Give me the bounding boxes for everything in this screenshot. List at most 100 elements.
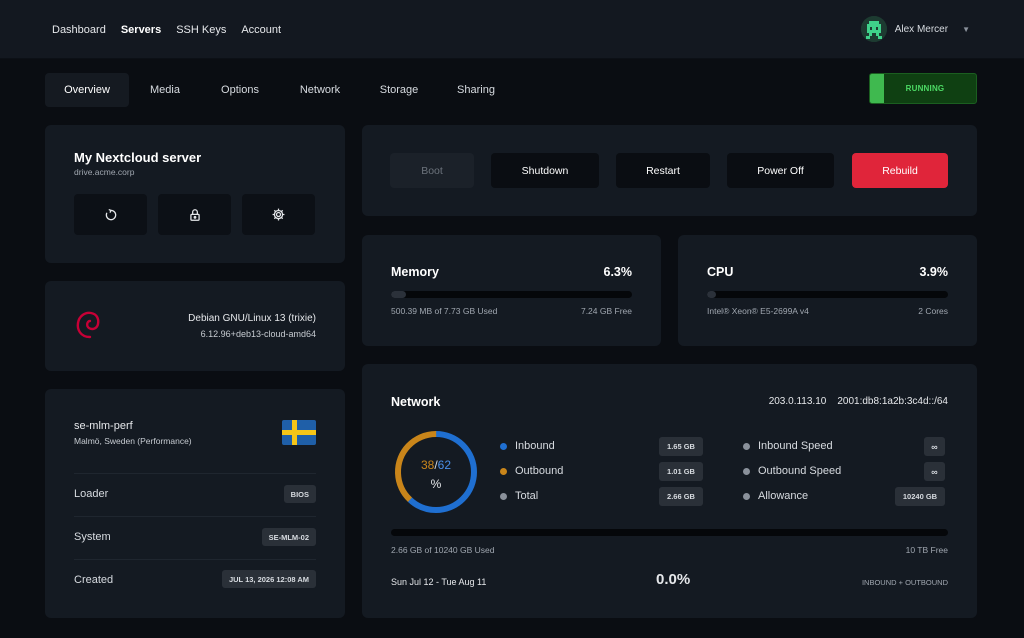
server-name: My Nextcloud server: [74, 150, 202, 165]
memory-progress-fill: [391, 291, 407, 298]
os-name: Debian GNU/Linux 13 (trixie): [188, 313, 316, 324]
user-name: Alex Mercer: [894, 23, 949, 35]
reinstall-button[interactable]: [74, 194, 147, 235]
nav-account[interactable]: Account: [241, 24, 282, 36]
shutdown-button[interactable]: Shutdown: [491, 153, 599, 188]
inbound-percent: 62: [437, 458, 452, 472]
legend-outbound-label: Outbound: [515, 465, 564, 477]
user-menu[interactable]: Alex Mercer ▼: [860, 16, 970, 42]
tab-media[interactable]: Media: [150, 84, 180, 96]
outbound-value: 1.01 GB: [659, 462, 703, 481]
billing-period: Sun Jul 12 - Tue Aug 11: [391, 577, 487, 587]
allowance-dot: [743, 492, 750, 500]
top-bar: Dashboard Servers SSH Keys Account Alex …: [0, 0, 1024, 59]
avatar: [860, 16, 887, 42]
legend-outbound: Outbound: [500, 465, 563, 477]
donut-unit: %: [430, 477, 442, 491]
allowance: Allowance: [743, 490, 808, 502]
donut-label: 38/62: [393, 458, 479, 472]
cpu-card: CPU 3.9% Intel® Xeon® E5-2699A v4 2 Core…: [678, 235, 977, 346]
status-badge[interactable]: RUNNING: [869, 73, 977, 104]
system-label: System: [74, 531, 111, 543]
outbound-percent: 38: [420, 458, 435, 472]
settings-button[interactable]: [242, 194, 315, 235]
network-title: Network: [391, 395, 441, 409]
nav-ssh-keys[interactable]: SSH Keys: [176, 24, 227, 36]
cpu-title: CPU: [707, 265, 734, 279]
cpu-cores: 2 Cores: [918, 306, 948, 316]
divider: [74, 516, 316, 517]
nav-servers[interactable]: Servers: [120, 24, 162, 36]
traffic-mode: INBOUND + OUTBOUND: [861, 578, 948, 587]
lock-button[interactable]: [158, 194, 231, 235]
loader-value: BIOS: [283, 485, 316, 503]
traffic-free: 10 TB Free: [905, 545, 948, 555]
boot-button[interactable]: Boot: [390, 153, 474, 188]
power-off-button[interactable]: Power Off: [727, 153, 834, 188]
cpu-progress-fill: [707, 291, 717, 298]
nav-dashboard[interactable]: Dashboard: [52, 24, 106, 36]
avatar-icon: [860, 16, 887, 42]
gear-icon: [272, 208, 285, 221]
inbound-speed-value: ∞: [924, 437, 945, 456]
restart-button[interactable]: Restart: [616, 153, 710, 188]
location-place: Malmö, Sweden (Performance): [74, 436, 192, 446]
tab-network[interactable]: Network: [299, 84, 341, 96]
lock-icon: [189, 208, 200, 221]
divider: [74, 559, 316, 560]
outbound-dot: [500, 467, 507, 475]
memory-progress-bar: [391, 291, 632, 298]
server-tabs: Overview Media Options Network Storage S…: [45, 73, 515, 107]
server-hostname: drive.acme.corp: [74, 167, 135, 177]
location-id: se-mlm-perf: [74, 420, 133, 432]
total-value: 2.66 GB: [659, 487, 703, 506]
outbound-speed: Outbound Speed: [743, 465, 841, 477]
donut-separator: /: [434, 458, 438, 472]
total-dot: [500, 492, 507, 500]
status-indicator: [870, 74, 884, 103]
traffic-used: 2.66 GB of 10240 GB Used: [391, 545, 495, 555]
memory-free: 7.24 GB Free: [580, 306, 632, 316]
memory-percent: 6.3%: [603, 265, 633, 279]
memory-title: Memory: [391, 265, 439, 279]
sweden-flag-icon: [282, 420, 316, 445]
divider: [74, 473, 316, 474]
chevron-down-icon: ▼: [962, 24, 970, 34]
tab-storage[interactable]: Storage: [379, 84, 419, 96]
cpu-progress-bar: [707, 291, 948, 298]
outbound-speed-value: ∞: [924, 462, 945, 481]
inbound-dot: [500, 442, 507, 450]
ipv6-address: 2001:db8:1a2b:3c4d::/64: [837, 396, 948, 407]
os-kernel: 6.12.96+deb13-cloud-amd64: [200, 329, 316, 339]
network-card: Network 203.0.113.10 2001:db8:1a2b:3c4d:…: [362, 364, 977, 618]
os-card: Debian GNU/Linux 13 (trixie) 6.12.96+deb…: [45, 281, 345, 371]
ipv4-address: 203.0.113.10: [768, 396, 827, 407]
created-value: JUL 13, 2026 12:08 AM: [221, 570, 316, 588]
ip-addresses: 203.0.113.10 2001:db8:1a2b:3c4d::/64: [769, 396, 948, 407]
cpu-percent: 3.9%: [919, 265, 949, 279]
status-label: RUNNING: [905, 84, 945, 93]
power-actions-card: Boot Shutdown Restart Power Off Rebuild: [362, 125, 977, 216]
legend-inbound-label: Inbound: [515, 440, 555, 452]
tab-overview[interactable]: Overview: [45, 73, 129, 107]
refresh-icon: [105, 208, 116, 220]
traffic-usage-percent: 0.0%: [656, 571, 691, 588]
allowance-value: 10240 GB: [895, 487, 945, 506]
created-label: Created: [74, 574, 114, 586]
inbound-value: 1.65 GB: [659, 437, 703, 456]
server-card: My Nextcloud server drive.acme.corp: [45, 125, 345, 263]
system-value: SE-MLM-02: [261, 528, 316, 546]
inbound-speed-dot: [743, 442, 750, 450]
inbound-speed-label: Inbound Speed: [758, 440, 833, 452]
tab-options[interactable]: Options: [221, 84, 259, 96]
loader-label: Loader: [74, 488, 109, 500]
inbound-speed: Inbound Speed: [743, 440, 833, 452]
top-nav: Dashboard Servers SSH Keys Account: [52, 24, 281, 36]
outbound-speed-dot: [743, 467, 750, 475]
cpu-model: Intel® Xeon® E5-2699A v4: [707, 306, 809, 316]
legend-inbound: Inbound: [500, 440, 555, 452]
tab-sharing[interactable]: Sharing: [457, 84, 495, 96]
rebuild-button[interactable]: Rebuild: [852, 153, 948, 188]
memory-card: Memory 6.3% 500.39 MB of 7.73 GB Used 7.…: [362, 235, 661, 346]
legend-total-label: Total: [515, 490, 539, 502]
